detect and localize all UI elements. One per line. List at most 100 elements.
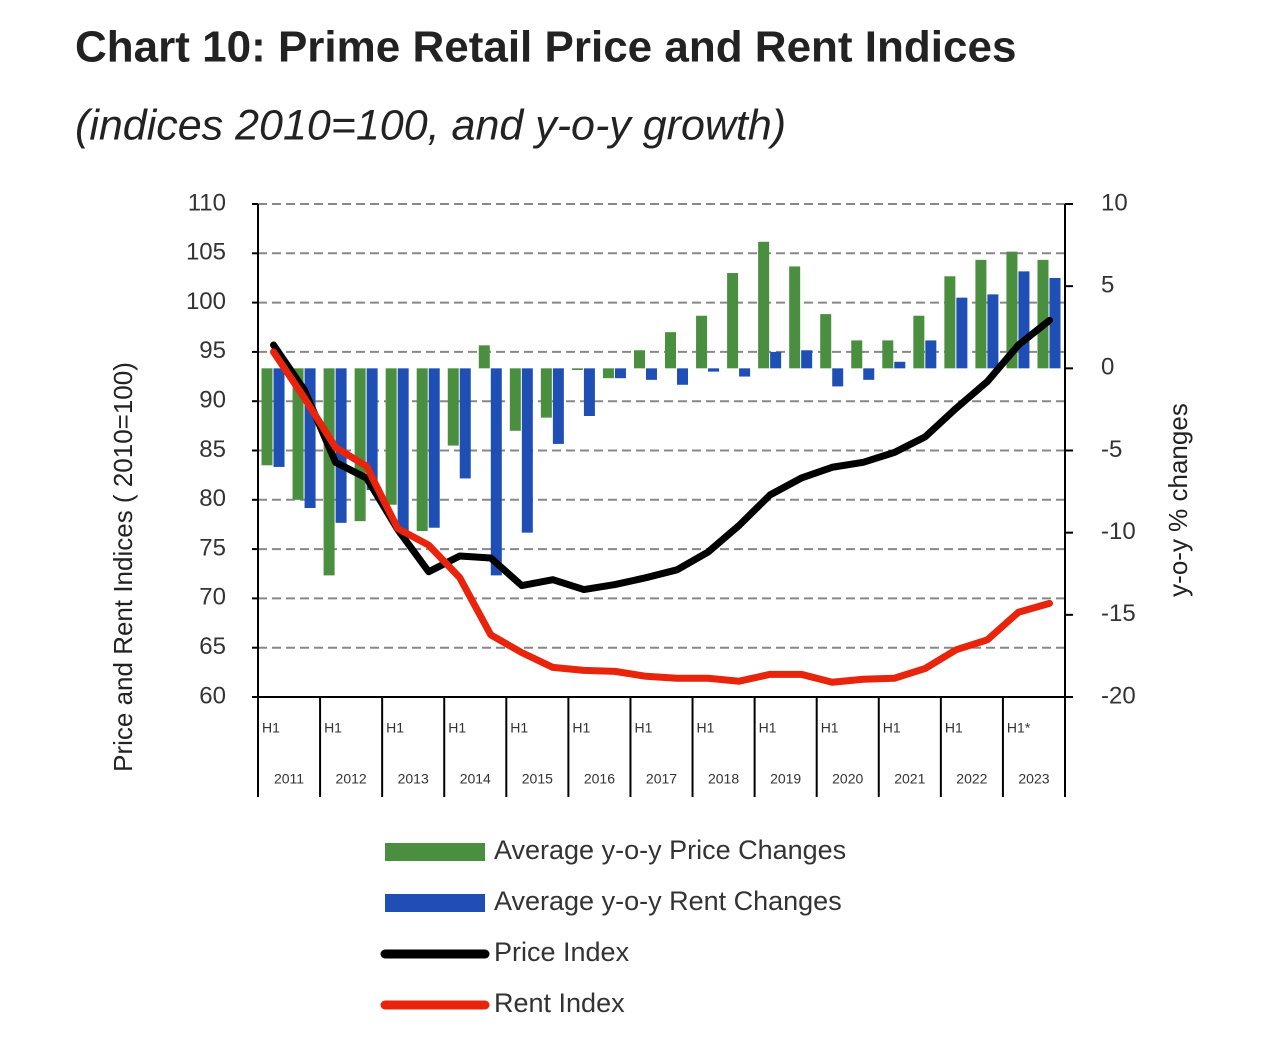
bar	[1037, 259, 1049, 369]
bar	[677, 368, 689, 385]
y2-tick-label: -5	[1101, 436, 1122, 463]
y-axis-title: Price and Rent Indices ( 2010=100)	[108, 362, 138, 772]
bar	[428, 368, 440, 528]
x-group-label: 2023	[1018, 771, 1049, 787]
chart-subtitle: (indices 2010=100, and y-o-y growth)	[75, 101, 786, 149]
y2-tick-label: -15	[1101, 600, 1136, 627]
bar	[304, 368, 316, 509]
bar	[913, 315, 925, 369]
line	[270, 348, 1053, 686]
bar	[1018, 271, 1030, 369]
legend-label: Rent Index	[494, 988, 625, 1018]
bar	[956, 297, 968, 369]
bar	[789, 266, 801, 369]
x-tick-label: H1	[572, 720, 590, 736]
y-tick-label: 65	[199, 633, 226, 660]
x-tick-label: H1	[883, 720, 901, 736]
line	[270, 316, 1053, 594]
legend-label: Price Index	[494, 937, 630, 967]
bar	[323, 368, 335, 576]
bar	[975, 259, 987, 369]
bar	[696, 315, 708, 369]
x-tick-label: H1	[821, 720, 839, 736]
x-group-label: 2020	[832, 771, 863, 787]
bar	[583, 368, 595, 416]
y2-tick-label: 5	[1101, 272, 1114, 299]
x-tick-label: H1*	[1007, 720, 1031, 736]
bar	[335, 368, 347, 523]
x-group-label: 2016	[584, 771, 615, 787]
bar	[614, 368, 626, 379]
y-tick-label: 90	[199, 387, 226, 414]
y2-tick-label: 10	[1101, 189, 1128, 216]
legend-label: Average y-o-y Rent Changes	[494, 886, 842, 916]
bar	[708, 368, 720, 372]
legend-swatch	[385, 894, 485, 912]
y-tick-label: 80	[199, 485, 226, 512]
bar	[645, 368, 657, 380]
x-tick-label: H1	[448, 720, 466, 736]
bar	[602, 368, 614, 379]
x-group-label: 2015	[522, 771, 553, 787]
bar	[490, 368, 502, 576]
x-group-label: 2021	[894, 771, 925, 787]
y-tick-label: 85	[199, 436, 226, 463]
x-tick-label: H1	[759, 720, 777, 736]
bar	[801, 350, 813, 369]
bar	[416, 368, 428, 532]
bar	[944, 276, 956, 369]
x-group-label: 2022	[956, 771, 987, 787]
x-tick-label: H1	[324, 720, 342, 736]
bar	[633, 350, 645, 369]
y2-tick-label: -10	[1101, 518, 1136, 545]
x-group-label: 2013	[398, 771, 429, 787]
y2-tick-label: 0	[1101, 354, 1114, 381]
bar	[925, 340, 937, 369]
x-group-label: 2011	[274, 771, 304, 787]
y-tick-label: 95	[199, 337, 226, 364]
y2-tick-label: -20	[1101, 682, 1136, 709]
bar	[882, 340, 894, 369]
y-tick-label: 110	[188, 189, 226, 216]
x-tick-label: H1	[510, 720, 528, 736]
y-tick-label: 60	[199, 682, 226, 709]
bar	[770, 351, 782, 369]
x-tick-label: H1	[386, 720, 404, 736]
bar	[894, 361, 906, 369]
bar	[1049, 277, 1061, 369]
x-group-label: 2019	[770, 771, 801, 787]
x-group-label: 2012	[336, 771, 367, 787]
bar	[1006, 251, 1018, 369]
bar	[863, 368, 875, 380]
bar	[509, 368, 521, 431]
bar	[459, 368, 471, 479]
bar	[447, 368, 459, 446]
legend-swatch	[385, 843, 485, 861]
bar	[292, 368, 304, 500]
y-tick-label: 100	[186, 288, 226, 315]
legend-label: Average y-o-y Price Changes	[494, 835, 846, 865]
bar	[521, 368, 533, 533]
bar	[665, 332, 677, 369]
y-tick-label: 105	[186, 239, 226, 266]
bar	[820, 314, 832, 369]
y-tick-label: 75	[199, 534, 226, 561]
bar	[273, 368, 285, 467]
bar	[552, 368, 564, 444]
bar	[727, 273, 739, 369]
bar	[571, 368, 583, 370]
bar	[739, 368, 751, 377]
bar	[397, 368, 409, 536]
bar	[261, 368, 273, 466]
bar	[540, 368, 552, 418]
bar	[354, 368, 366, 522]
y2-axis-title: y-o-y % changes	[1163, 403, 1193, 597]
bar	[832, 368, 844, 387]
bar	[987, 294, 999, 369]
bar	[478, 345, 490, 369]
y-tick-label: 70	[199, 584, 226, 611]
x-group-label: 2018	[708, 771, 739, 787]
x-group-label: 2017	[646, 771, 677, 787]
x-tick-label: H1	[262, 720, 280, 736]
